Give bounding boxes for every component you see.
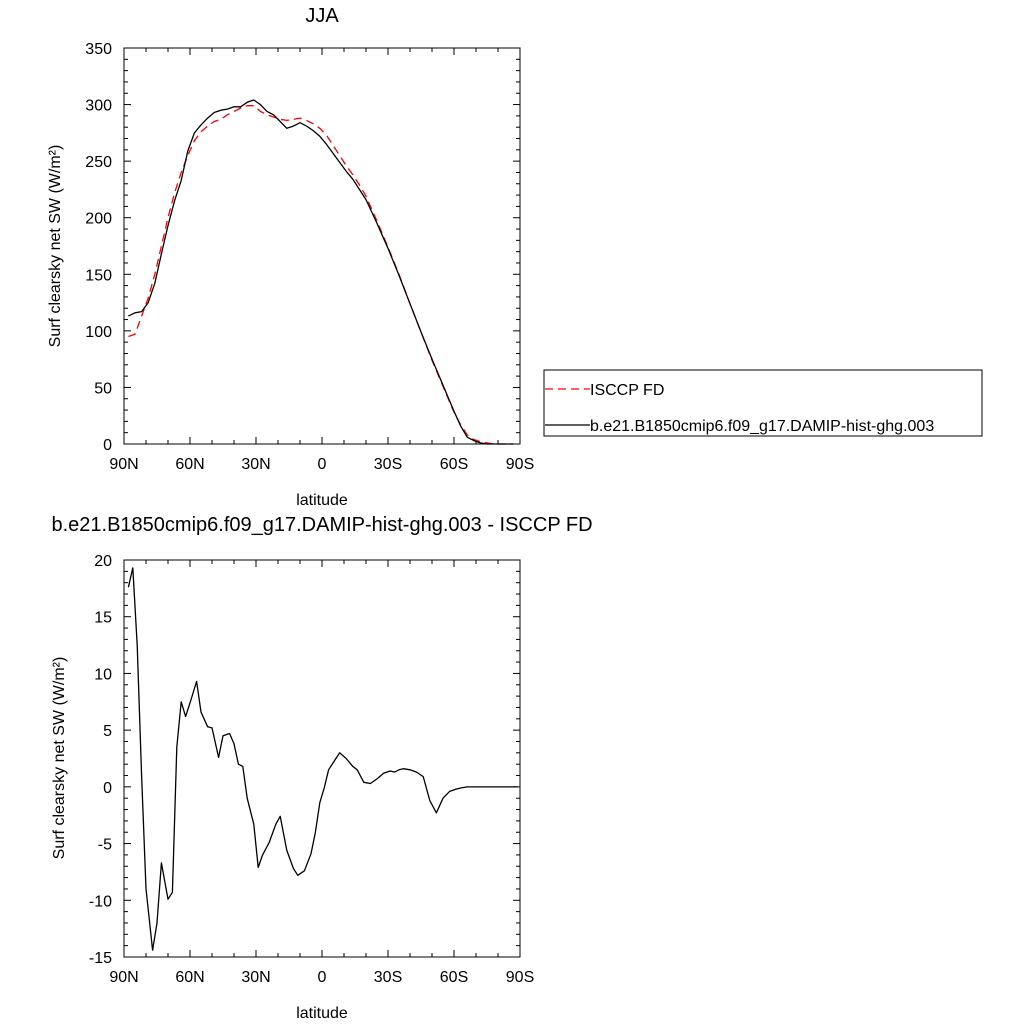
legend-label-model: b.e21.B1850cmip6.f09_g17.DAMIP-hist-ghg.…	[590, 418, 934, 435]
top-x-tick-label: 60S	[440, 456, 468, 473]
legend-box	[543, 369, 983, 437]
top-plot-frame	[123, 47, 521, 445]
bottom-y-tick-label: -5	[98, 837, 112, 854]
top-y-tick-label: 150	[85, 267, 112, 284]
legend-label-isccp: ISCCP FD	[590, 382, 664, 399]
bottom-panel: b.e21.B1850cmip6.f09_g17.DAMIP-hist-ghg.…	[51, 514, 593, 1022]
bottom-y-tick-label: 5	[103, 723, 112, 740]
bottom-x-tick-label: 90N	[109, 969, 138, 986]
legend: ISCCP FD b.e21.B1850cmip6.f09_g17.DAMIP-…	[543, 369, 983, 437]
top-y-tick-label: 100	[85, 324, 112, 341]
top-x-tick-label: 90N	[109, 456, 138, 473]
top-y-tick-label: 350	[85, 41, 112, 58]
bottom-series-line-0	[127, 567, 518, 951]
bottom-y-axis-label: Surf clearsky net SW (W/m²)	[51, 657, 68, 860]
top-x-tick-label: 0	[318, 456, 327, 473]
bottom-y-tick-label: -10	[89, 893, 112, 910]
bottom-chart-title: b.e21.B1850cmip6.f09_g17.DAMIP-hist-ghg.…	[51, 514, 592, 536]
bottom-x-tick-label: 30N	[241, 969, 270, 986]
top-series-group	[128, 99, 514, 445]
bottom-x-tick-label: 60N	[175, 969, 204, 986]
top-x-axis-label: latitude	[296, 492, 348, 509]
bottom-y-tick-label: 10	[94, 666, 112, 683]
top-axis-ticks: 90N 60N 30N 0 30S 60S 90S 0 50 100 150 200 250 300 350	[85, 41, 534, 473]
bottom-series-group	[127, 567, 518, 951]
top-x-tick-label: 60N	[175, 456, 204, 473]
bottom-plot-frame	[123, 559, 521, 958]
bottom-y-tick-label: -15	[89, 950, 112, 967]
bottom-x-tick-label: 30S	[374, 969, 402, 986]
top-y-axis-label: Surf clearsky net SW (W/m²)	[47, 145, 64, 348]
bottom-y-tick-label: 15	[94, 610, 112, 627]
top-series-line-1	[128, 99, 514, 445]
top-y-tick-label: 250	[85, 154, 112, 171]
top-chart-title: JJA	[305, 5, 339, 27]
bottom-axis-ticks: 90N 60N 30N 0 30S 60S 90S -15 -10 -5 0 5 10 15 20	[89, 553, 534, 986]
bottom-y-tick-label: 0	[103, 780, 112, 797]
bottom-x-tick-label: 0	[318, 969, 327, 986]
bottom-y-tick-label: 20	[94, 553, 112, 570]
top-y-tick-label: 50	[94, 380, 112, 397]
top-y-tick-label: 0	[103, 437, 112, 454]
top-x-tick-label: 30S	[374, 456, 402, 473]
bottom-x-axis-label: latitude	[296, 1005, 348, 1022]
top-y-tick-label: 200	[85, 211, 112, 228]
bottom-x-tick-label: 90S	[506, 969, 534, 986]
top-x-tick-label: 90S	[506, 456, 534, 473]
top-y-tick-label: 300	[85, 98, 112, 115]
bottom-x-tick-label: 60S	[440, 969, 468, 986]
top-panel: JJA 90N 60N 30N 0 30S 60S 90S 0 50 100 150 200 250 30…	[47, 5, 534, 509]
top-x-tick-label: 30N	[241, 456, 270, 473]
